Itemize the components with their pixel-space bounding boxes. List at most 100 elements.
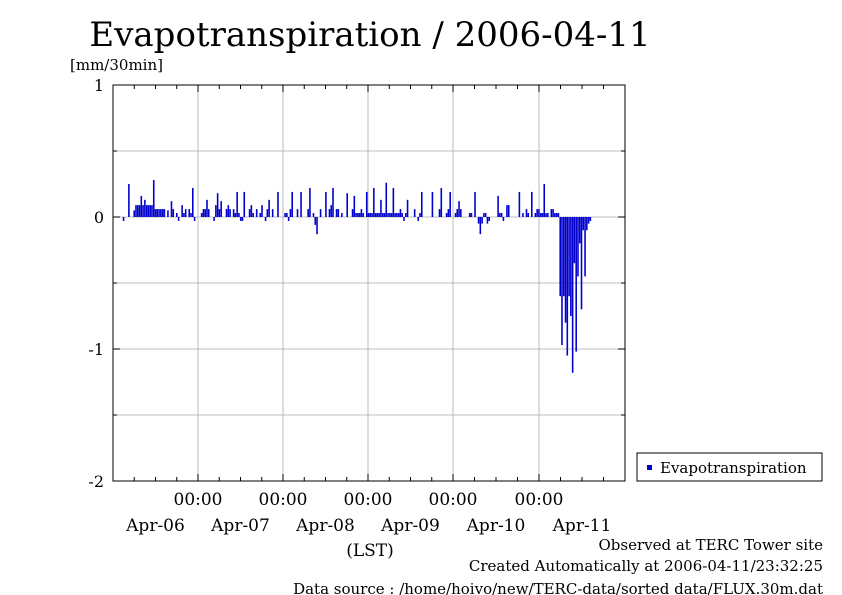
- bar: [355, 213, 357, 217]
- x-date-label: Apr-08: [295, 516, 355, 536]
- bar: [483, 213, 485, 217]
- bar: [405, 213, 407, 217]
- bar: [396, 213, 398, 217]
- bar-series-evapotranspiration: [122, 180, 592, 373]
- bar: [502, 217, 505, 221]
- bar: [365, 191, 368, 217]
- bar: [183, 213, 185, 217]
- footer-created: Created Automatically at 2006-04-11/23:3…: [469, 557, 823, 575]
- bar: [138, 205, 141, 217]
- bar: [147, 205, 150, 217]
- bar: [399, 209, 402, 217]
- x-date-label: Apr-07: [210, 516, 270, 536]
- bar: [140, 195, 143, 217]
- bar: [232, 209, 235, 217]
- x-date-label: Apr-06: [125, 516, 185, 536]
- bar: [309, 187, 311, 217]
- bar: [264, 217, 267, 221]
- bar: [325, 191, 327, 217]
- bar: [319, 209, 322, 217]
- bar: [330, 205, 333, 217]
- y-tick-label: 0: [94, 208, 104, 227]
- bar: [163, 209, 166, 217]
- bar: [541, 213, 544, 217]
- bar: [527, 213, 530, 217]
- bar: [177, 217, 180, 221]
- bar: [200, 213, 203, 217]
- footer-observed: Observed at TERC Tower site: [598, 536, 823, 554]
- bar: [479, 217, 482, 235]
- bar: [545, 213, 547, 217]
- bar: [346, 193, 348, 217]
- bar: [575, 217, 577, 352]
- bar: [381, 213, 384, 217]
- bar: [193, 217, 196, 221]
- bar: [447, 209, 450, 217]
- bar: [389, 213, 391, 217]
- axes: [113, 84, 625, 482]
- bar: [360, 209, 363, 217]
- bar: [571, 217, 574, 373]
- bar: [419, 213, 421, 217]
- bar: [266, 209, 269, 217]
- legend: Evapotranspiration: [636, 452, 823, 482]
- bar: [397, 213, 400, 217]
- x-time-label: 00:00: [429, 490, 478, 510]
- bar: [449, 191, 451, 217]
- bar: [154, 209, 157, 217]
- bar: [236, 191, 238, 217]
- bar: [539, 213, 542, 217]
- bar: [484, 213, 487, 217]
- y-tick-label: -1: [88, 340, 104, 359]
- bar: [477, 217, 480, 224]
- bar: [184, 209, 187, 217]
- bar: [362, 213, 364, 217]
- bar: [335, 209, 338, 217]
- bar: [135, 205, 137, 217]
- x-date-label: Apr-11: [552, 516, 612, 536]
- bar: [573, 217, 576, 264]
- y-axis-unit-label: [mm/30min]: [70, 56, 163, 74]
- bar: [413, 209, 416, 217]
- bar: [122, 217, 125, 221]
- bar: [497, 195, 499, 217]
- bar: [188, 209, 191, 217]
- bar: [518, 191, 521, 217]
- bar: [394, 213, 396, 217]
- bar: [584, 217, 586, 277]
- bar: [557, 213, 560, 217]
- bar: [259, 213, 262, 217]
- bar: [445, 213, 448, 217]
- x-time-label: 00:00: [174, 490, 223, 510]
- bar: [392, 187, 395, 217]
- bar: [373, 187, 375, 217]
- x-date-label: Apr-10: [466, 516, 526, 536]
- x-time-label: 00:00: [515, 490, 564, 510]
- bar: [207, 209, 210, 217]
- bar: [300, 191, 302, 217]
- bar: [152, 180, 155, 217]
- y-tick-labels: 1 0 -1 -2: [88, 76, 104, 491]
- bar: [167, 210, 169, 217]
- bar: [227, 205, 230, 217]
- bar: [383, 213, 386, 217]
- bar: [144, 199, 146, 217]
- bar: [204, 209, 206, 217]
- bar: [582, 217, 585, 231]
- bar: [438, 209, 441, 217]
- bar: [474, 191, 476, 217]
- bar: [250, 205, 253, 217]
- bar: [580, 217, 583, 310]
- y-tick-label: -2: [88, 472, 104, 491]
- bar: [420, 191, 423, 217]
- bar: [470, 213, 473, 217]
- bar: [564, 217, 567, 323]
- legend-swatch: [647, 465, 652, 470]
- bar: [481, 217, 483, 224]
- bar: [284, 213, 286, 217]
- bar: [172, 209, 175, 217]
- bar: [170, 201, 173, 217]
- bar: [181, 205, 183, 217]
- bar: [586, 217, 588, 231]
